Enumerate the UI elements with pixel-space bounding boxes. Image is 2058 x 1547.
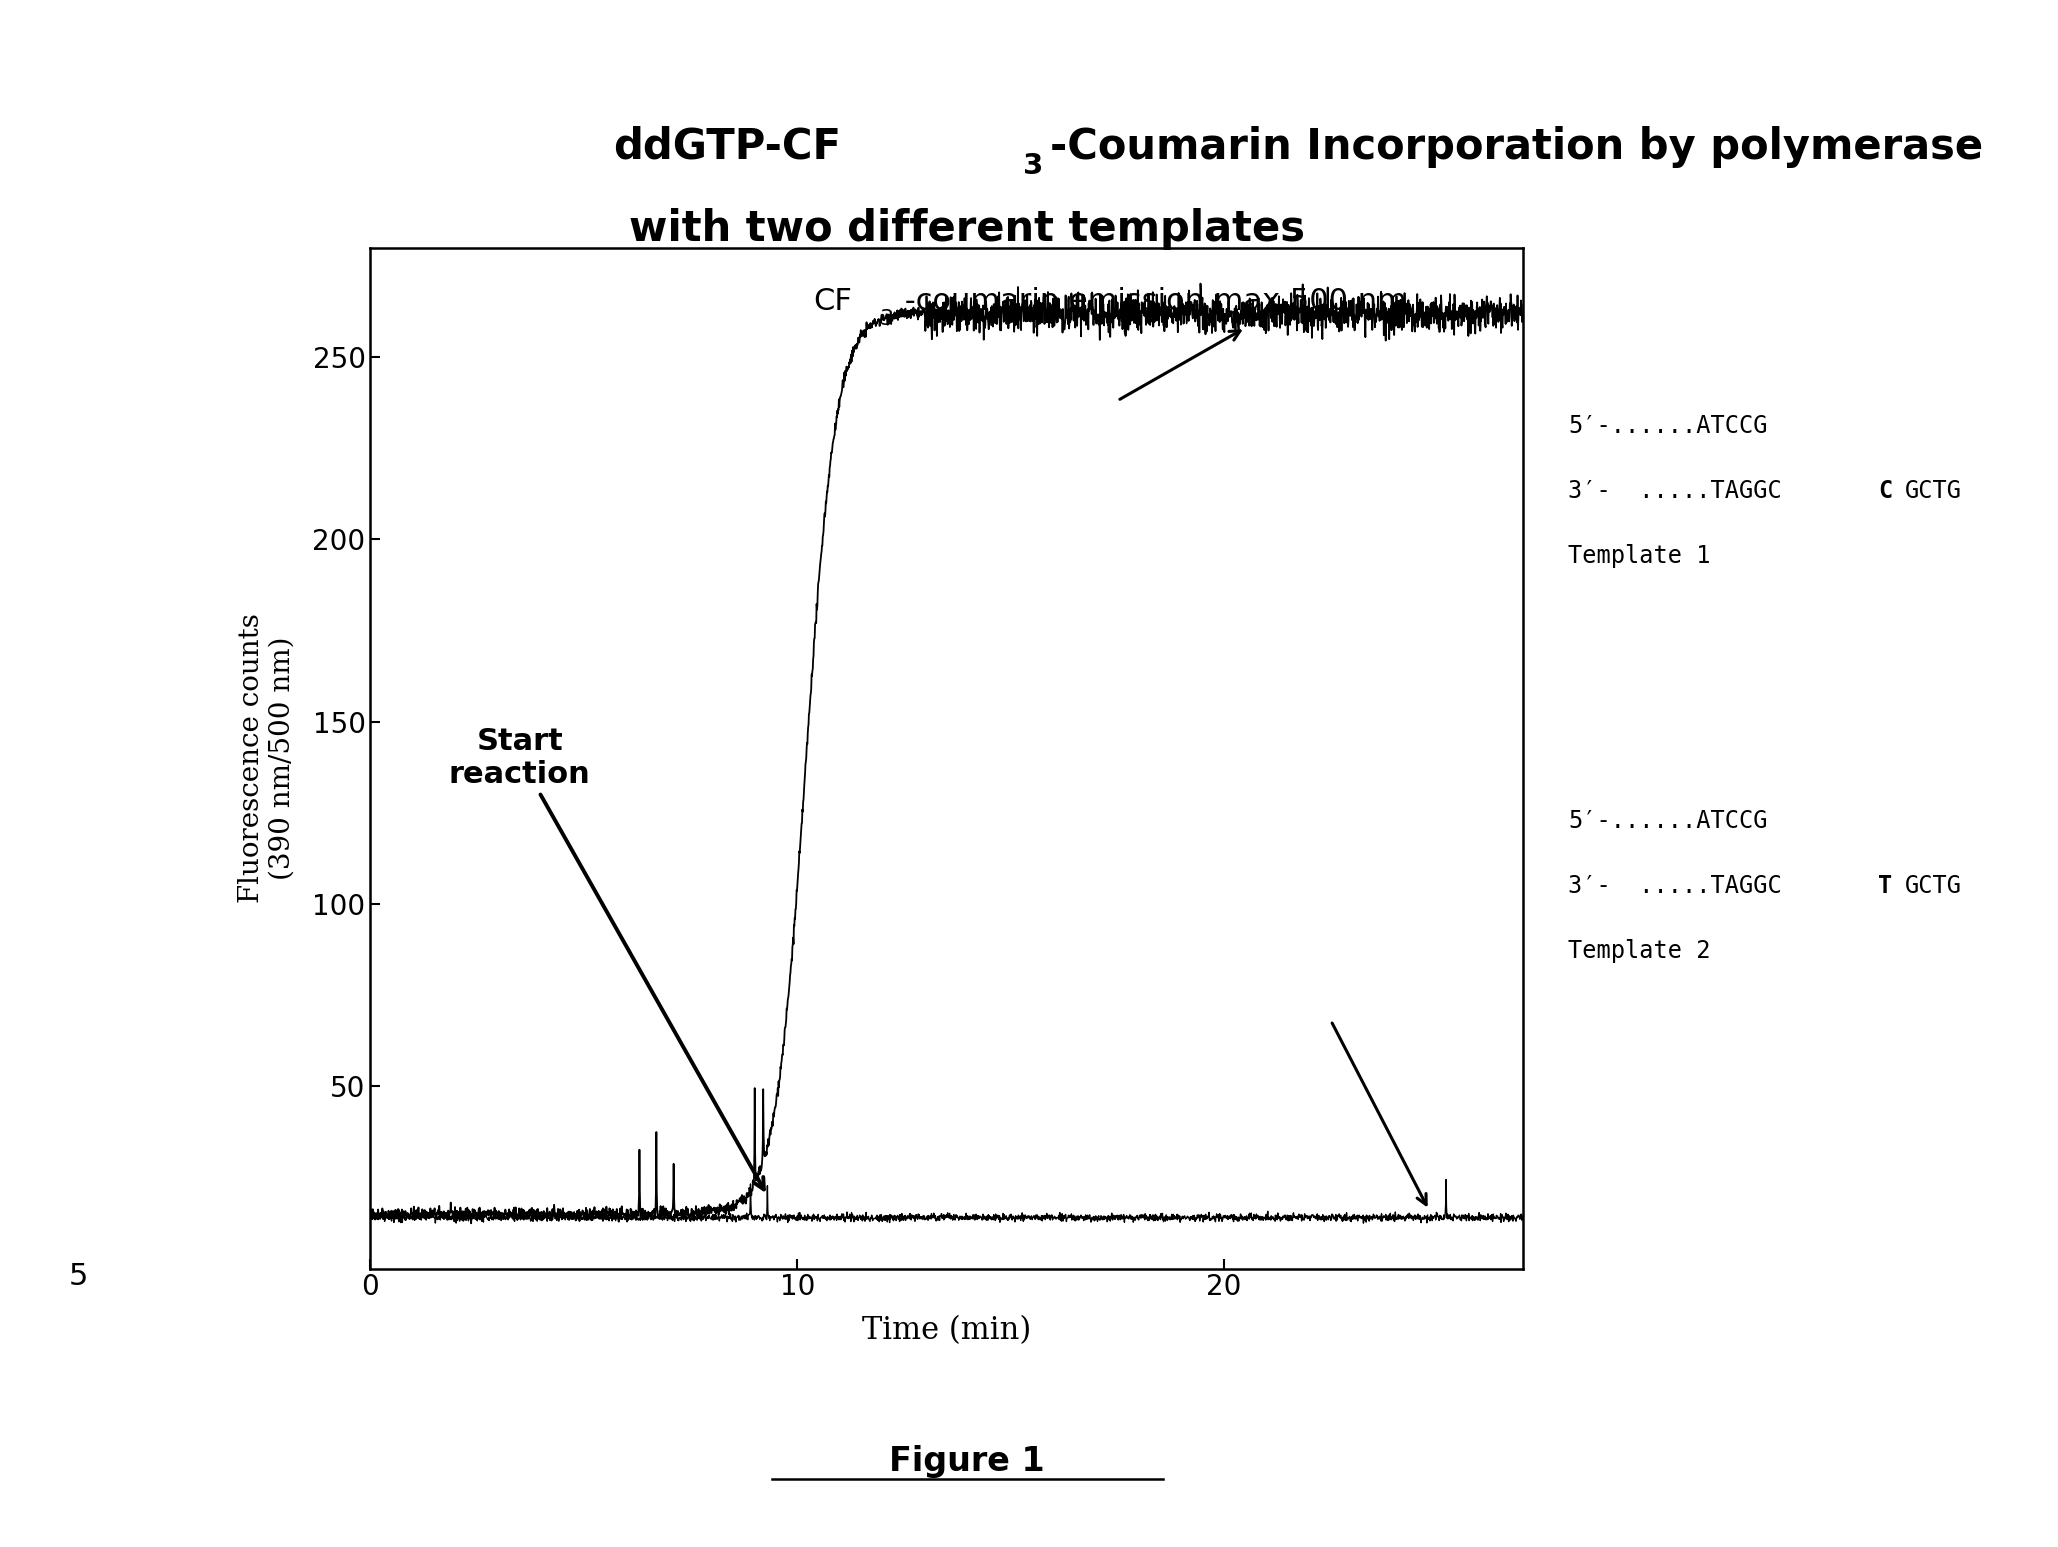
Text: 3′-  .....TAGGC: 3′- .....TAGGC [1568, 874, 1782, 897]
Text: C: C [1877, 480, 1891, 503]
Text: 5′-......ATCCG: 5′-......ATCCG [1568, 415, 1768, 438]
Text: 5: 5 [68, 1262, 88, 1290]
Text: T: T [1877, 874, 1891, 897]
Text: with two different templates: with two different templates [630, 207, 1305, 251]
Text: Figure 1: Figure 1 [889, 1445, 1045, 1479]
X-axis label: Time (min): Time (min) [862, 1315, 1031, 1346]
Text: -coumarin emission max 500 nm: -coumarin emission max 500 nm [895, 288, 1408, 316]
Text: Start
reaction: Start reaction [449, 727, 764, 1190]
Text: -Coumarin Incorporation by polymerase: -Coumarin Incorporation by polymerase [1050, 125, 1982, 169]
Text: CF: CF [813, 288, 852, 316]
Text: GCTG: GCTG [1906, 480, 1961, 503]
Text: Template 1: Template 1 [1568, 545, 1710, 568]
Text: ddGTP-CF: ddGTP-CF [613, 125, 842, 169]
Text: GCTG: GCTG [1906, 874, 1961, 897]
Text: Template 2: Template 2 [1568, 939, 1710, 962]
Text: 3: 3 [1023, 152, 1043, 179]
Text: 3′-  .....TAGGC: 3′- .....TAGGC [1568, 480, 1782, 503]
Text: 5′-......ATCCG: 5′-......ATCCG [1568, 809, 1768, 832]
Y-axis label: Fluorescence counts
(390 nm/500 nm): Fluorescence counts (390 nm/500 nm) [237, 613, 296, 903]
Text: 3: 3 [879, 309, 893, 328]
